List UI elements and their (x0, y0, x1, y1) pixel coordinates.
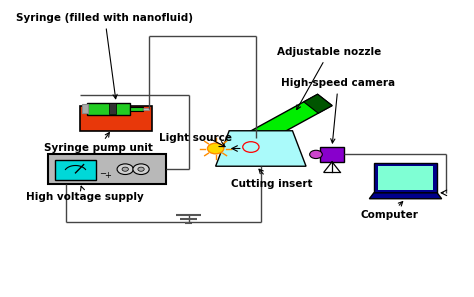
FancyBboxPatch shape (55, 160, 96, 180)
Text: +: + (105, 171, 111, 181)
Circle shape (117, 164, 133, 175)
Polygon shape (369, 193, 442, 199)
FancyBboxPatch shape (109, 103, 116, 114)
Text: Cutting insert: Cutting insert (231, 169, 313, 189)
Polygon shape (378, 166, 433, 190)
FancyBboxPatch shape (48, 154, 166, 184)
FancyBboxPatch shape (143, 108, 149, 110)
Text: Light source: Light source (159, 133, 232, 143)
FancyBboxPatch shape (130, 107, 143, 111)
Text: −: − (99, 169, 106, 178)
Text: Syringe (filled with nanofluid): Syringe (filled with nanofluid) (17, 13, 193, 99)
FancyBboxPatch shape (87, 103, 130, 115)
FancyBboxPatch shape (319, 147, 345, 162)
Text: High voltage supply: High voltage supply (26, 186, 144, 202)
Text: Syringe pump unit: Syringe pump unit (44, 132, 153, 154)
Polygon shape (374, 163, 437, 193)
FancyBboxPatch shape (80, 106, 152, 131)
Text: Computer: Computer (361, 202, 419, 220)
FancyBboxPatch shape (82, 104, 88, 113)
Polygon shape (248, 94, 332, 144)
Circle shape (133, 164, 149, 175)
Circle shape (122, 167, 128, 171)
Circle shape (310, 150, 322, 159)
Circle shape (138, 167, 144, 171)
Polygon shape (216, 131, 306, 166)
Circle shape (208, 143, 224, 154)
Text: High-speed camera: High-speed camera (281, 78, 395, 143)
Polygon shape (304, 94, 332, 113)
Text: Adjustable nozzle: Adjustable nozzle (277, 48, 381, 110)
